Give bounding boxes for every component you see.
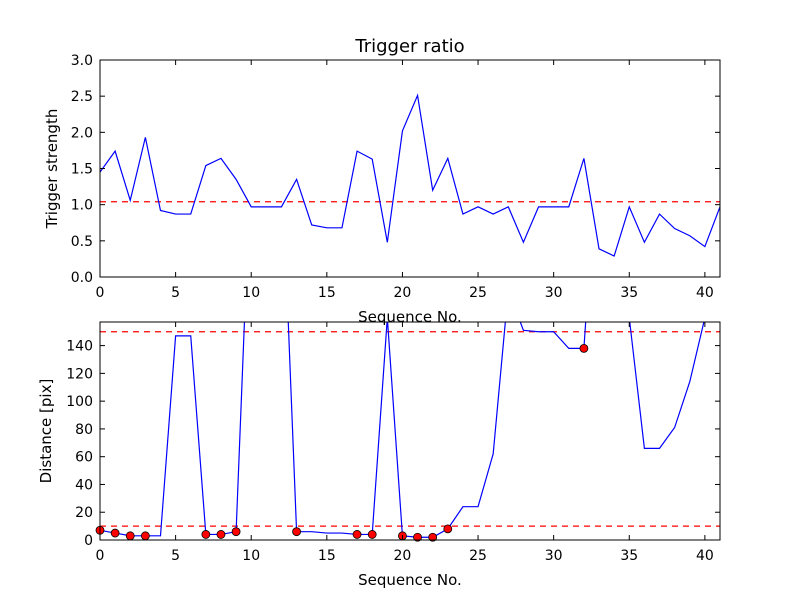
data-point (140, 531, 150, 541)
plot-area (100, 93, 720, 257)
y-axis-label: Trigger strength (43, 109, 61, 230)
distance-plot: 0 5 10 15 20 25 30 35 40 0 20 40 60 80 100 120 140 Sequen… (37, 321, 721, 589)
x-tick-label: 0 (96, 285, 105, 301)
x-tick-label: 15 (318, 548, 336, 564)
y-tick-label: 100 (66, 394, 93, 410)
x-tick-label: 10 (242, 548, 260, 564)
x-tick-label: 25 (469, 285, 487, 301)
data-point (443, 524, 453, 534)
x-tick-label: 20 (394, 548, 412, 564)
data-point (110, 528, 120, 538)
x-tick-label: 30 (545, 285, 563, 301)
x-tick-label: 30 (545, 548, 563, 564)
y-tick-label: 140 (66, 339, 93, 355)
axes-frame (99, 59, 721, 278)
data-point (292, 527, 301, 537)
y-tick-label: 1.5 (71, 162, 93, 178)
plot-area (100, 322, 720, 538)
y-tick-label: 60 (75, 450, 93, 466)
data-point (579, 343, 589, 353)
y-tick-label: 2.0 (71, 125, 93, 141)
data-point (352, 530, 362, 539)
y-tick-label: 1.0 (71, 198, 93, 214)
x-tick-label: 35 (620, 285, 638, 301)
data-point (367, 530, 377, 539)
x-axis-label: Sequence No. (358, 571, 462, 589)
series-line-0 (100, 93, 720, 257)
data-point (413, 532, 422, 542)
y-tick-label: 0.0 (71, 270, 93, 286)
x-tick-label: 5 (171, 285, 180, 301)
x-tick-label: 35 (620, 548, 638, 564)
y-tick-label: 0.5 (71, 234, 93, 250)
axes-frame (99, 321, 721, 541)
y-tick-label: 40 (75, 477, 93, 493)
x-tick-label: 25 (469, 548, 487, 564)
data-point (231, 527, 241, 537)
data-point (428, 532, 438, 542)
y-tick-label: 0 (84, 533, 93, 549)
x-axis-label: Sequence No. (358, 308, 462, 326)
x-tick-label: 10 (242, 285, 260, 301)
data-point (216, 530, 226, 539)
y-tick-label: 20 (75, 505, 93, 521)
x-tick-label: 15 (318, 285, 336, 301)
x-tick-label: 5 (171, 548, 180, 564)
data-point (201, 530, 211, 539)
y-tick-label: 80 (75, 422, 93, 438)
y-tick-label: 120 (66, 366, 93, 382)
x-tick-label: 20 (394, 285, 412, 301)
chart-title: Trigger ratio (354, 36, 464, 57)
y-tick-label: 2.5 (71, 89, 93, 105)
x-tick-label: 0 (96, 548, 105, 564)
x-tick-label: 40 (696, 285, 714, 301)
trigger-ratio-plot: 0 5 10 15 20 25 30 35 40 0.0 0.5 1.0 1.5 2.0 2.5 3.0 Tri… (43, 36, 721, 326)
series-line-0 (100, 322, 705, 538)
data-point (125, 531, 135, 541)
x-tick-label: 40 (696, 548, 714, 564)
y-axis-label: Distance [pix] (37, 379, 55, 484)
y-tick-label: 3.0 (71, 53, 93, 69)
